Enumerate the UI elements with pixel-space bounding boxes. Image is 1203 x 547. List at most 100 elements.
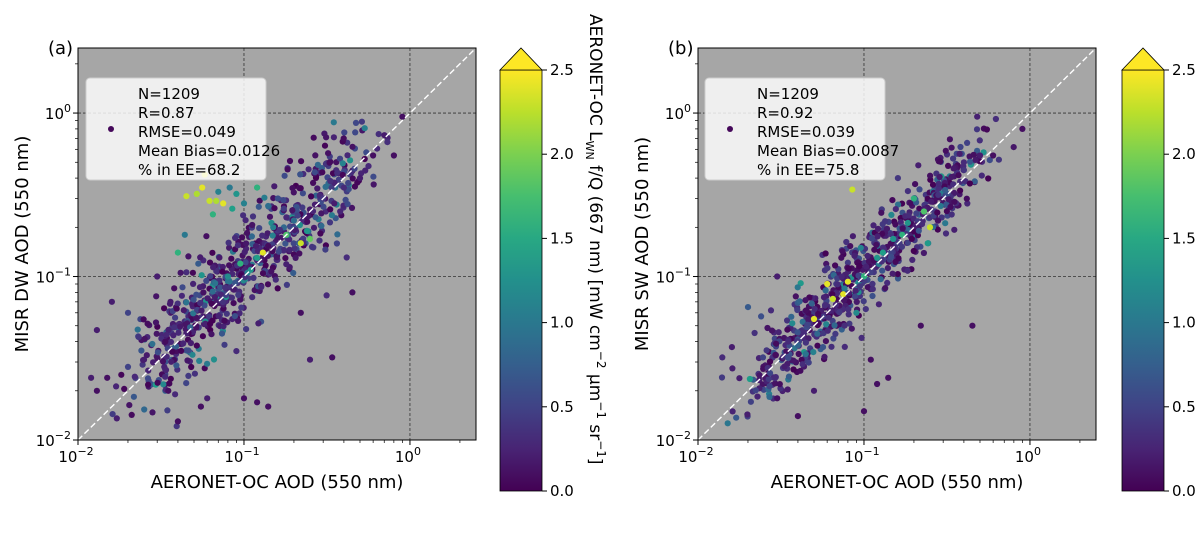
- data-point: [268, 268, 275, 275]
- data-point: [165, 387, 172, 394]
- data-point: [766, 393, 773, 400]
- data-point: [894, 275, 902, 282]
- data-point: [964, 200, 971, 207]
- data-point: [845, 311, 852, 318]
- data-point: [340, 184, 347, 191]
- data-point: [93, 387, 100, 394]
- data-point: [154, 349, 161, 356]
- data-point: [840, 291, 847, 298]
- data-point: [190, 280, 197, 287]
- data-point: [139, 361, 146, 368]
- data-point: [178, 292, 185, 299]
- data-point: [857, 244, 864, 251]
- data-point: [384, 139, 391, 146]
- data-point: [913, 210, 920, 217]
- data-point: [93, 327, 100, 334]
- data-point: [348, 204, 356, 211]
- data-point: [347, 157, 354, 164]
- data-point: [934, 217, 942, 224]
- x-tick-label: 10−2: [678, 445, 713, 466]
- data-point: [832, 262, 839, 269]
- data-point: [375, 131, 382, 138]
- data-point: [946, 136, 954, 143]
- data-point: [349, 143, 356, 150]
- data-point: [297, 240, 304, 247]
- data-point: [138, 347, 145, 354]
- y-axis-label: MISR SW AOD (550 nm): [632, 137, 653, 351]
- data-point: [804, 321, 811, 328]
- data-point: [916, 186, 923, 193]
- data-point: [810, 349, 817, 356]
- data-point: [171, 285, 178, 292]
- data-point: [256, 197, 263, 204]
- data-point: [824, 265, 831, 272]
- data-point: [165, 326, 172, 333]
- data-point: [280, 197, 287, 204]
- data-point: [258, 283, 265, 291]
- data-point: [226, 278, 233, 285]
- data-point: [841, 322, 848, 329]
- data-point: [339, 171, 346, 179]
- data-point: [781, 363, 788, 370]
- data-point: [942, 220, 949, 227]
- data-point: [960, 167, 968, 174]
- data-point: [141, 335, 148, 342]
- data-point: [160, 381, 167, 388]
- data-point: [908, 235, 915, 242]
- data-point: [983, 126, 991, 133]
- data-point: [796, 298, 803, 305]
- data-point: [310, 134, 317, 141]
- data-point: [774, 273, 781, 280]
- data-point: [824, 327, 831, 334]
- data-point: [352, 129, 359, 136]
- colorbar-label: AERONET-OC LWN f/Q (667 nm) [mW cm−2 μm−…: [583, 14, 608, 465]
- data-point: [312, 152, 319, 159]
- data-point: [318, 222, 325, 229]
- data-point: [329, 354, 336, 361]
- data-point: [104, 374, 111, 381]
- stats-line: % in EE=68.2: [138, 161, 240, 179]
- data-point: [298, 158, 305, 165]
- data-point: [955, 172, 962, 179]
- data-point: [280, 205, 287, 212]
- data-point: [275, 248, 282, 255]
- data-point: [822, 302, 829, 309]
- data-point: [184, 357, 191, 364]
- data-point: [733, 414, 740, 421]
- data-point: [957, 143, 964, 151]
- data-point: [948, 173, 955, 181]
- data-point: [340, 135, 347, 142]
- data-point: [785, 338, 792, 345]
- data-point: [351, 165, 358, 172]
- data-point: [767, 307, 775, 314]
- data-point: [985, 175, 992, 182]
- data-point: [331, 200, 338, 207]
- data-point: [255, 320, 262, 327]
- data-point: [219, 299, 227, 306]
- data-point: [174, 249, 181, 256]
- data-point: [744, 411, 751, 418]
- data-point: [849, 186, 856, 193]
- data-point: [206, 197, 213, 204]
- data-point: [249, 221, 256, 229]
- data-point: [772, 351, 779, 359]
- data-point: [773, 340, 780, 347]
- data-point: [163, 353, 170, 360]
- data-point: [942, 186, 949, 194]
- data-point: [312, 214, 319, 221]
- data-point: [261, 194, 268, 201]
- data-point: [196, 284, 204, 291]
- panel-label: (b): [668, 38, 693, 59]
- data-point: [916, 205, 923, 212]
- data-point: [240, 200, 248, 207]
- data-point: [195, 260, 202, 267]
- data-point: [349, 289, 356, 296]
- data-point: [960, 159, 968, 166]
- data-point: [173, 305, 180, 312]
- data-point: [270, 195, 277, 202]
- data-point: [772, 380, 779, 387]
- stats-line: N=1209: [138, 85, 200, 103]
- data-point: [792, 293, 799, 300]
- data-point: [228, 255, 235, 262]
